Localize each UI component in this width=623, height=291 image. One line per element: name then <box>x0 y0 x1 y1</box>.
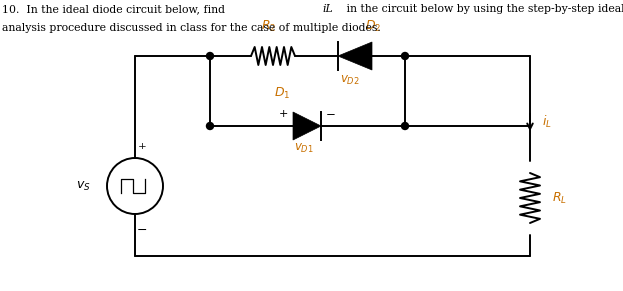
Text: $i_L$: $i_L$ <box>542 114 552 130</box>
Text: iL: iL <box>322 4 333 14</box>
Circle shape <box>401 123 409 129</box>
Text: $v_{D2}$: $v_{D2}$ <box>340 73 360 86</box>
Text: $D_2$: $D_2$ <box>365 19 381 34</box>
Text: +: + <box>138 142 146 151</box>
Text: $D_1$: $D_1$ <box>274 86 290 101</box>
Text: −: − <box>137 224 147 237</box>
Text: +: + <box>278 109 288 119</box>
Polygon shape <box>338 42 372 70</box>
Text: −: − <box>326 107 336 120</box>
Text: $R_L$: $R_L$ <box>552 190 567 205</box>
Text: in the circuit below by using the step-by-step ideal diode: in the circuit below by using the step-b… <box>343 4 623 14</box>
Circle shape <box>206 123 214 129</box>
Text: $R_2$: $R_2$ <box>262 19 277 34</box>
Text: $v_{D1}$: $v_{D1}$ <box>294 141 314 155</box>
Text: analysis procedure discussed in class for the case of multiple diodes.: analysis procedure discussed in class fo… <box>2 23 381 33</box>
Text: 10.  In the ideal diode circuit below, find: 10. In the ideal diode circuit below, fi… <box>2 4 229 14</box>
Polygon shape <box>293 112 321 140</box>
Circle shape <box>206 52 214 59</box>
Text: $v_S$: $v_S$ <box>75 180 90 193</box>
Circle shape <box>401 52 409 59</box>
